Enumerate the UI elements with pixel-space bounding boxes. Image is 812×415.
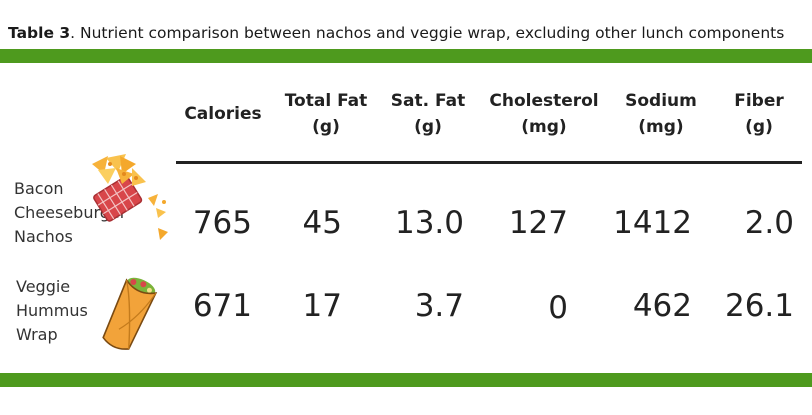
col-header-calories-line1: Calories xyxy=(184,104,262,124)
wrap-icon xyxy=(102,277,158,350)
col-header-total-fat: Total Fat (g) xyxy=(280,88,372,140)
wrap-sat-fat: 3.7 xyxy=(414,288,464,324)
col-header-cholesterol-line1: Cholesterol xyxy=(489,91,599,111)
wrap-calories: 671 xyxy=(192,288,252,324)
nachos-total-fat: 45 xyxy=(302,205,342,241)
nachos-sat-fat: 13.0 xyxy=(394,205,464,241)
col-header-fiber-line1: Fiber xyxy=(734,91,784,111)
col-header-sodium: Sodium (mg) xyxy=(616,88,706,140)
col-header-calories: Calories xyxy=(180,101,266,127)
caption-label: Table 3 xyxy=(8,24,71,42)
table-caption: Table 3. Nutrient comparison between nac… xyxy=(8,24,784,42)
nachos-sodium: 1412 xyxy=(613,205,692,241)
bottom-accent-bar xyxy=(0,373,812,387)
top-accent-bar xyxy=(0,49,812,63)
row-label-nachos-line2: Cheeseburger xyxy=(14,203,127,222)
row-label-wrap-line2: Hummus xyxy=(16,301,88,320)
nachos-fiber: 2.0 xyxy=(744,205,794,241)
col-header-fiber-line2: (g) xyxy=(745,117,773,137)
wrap-fiber: 26.1 xyxy=(724,288,794,324)
col-header-cholesterol: Cholesterol (mg) xyxy=(484,88,604,140)
col-header-sat-fat-line1: Sat. Fat xyxy=(390,91,466,111)
col-header-sat-fat-line2: (g) xyxy=(414,117,442,137)
col-header-fiber: Fiber (g) xyxy=(726,88,792,140)
row-label-nachos: Bacon Cheeseburger Nachos xyxy=(14,177,126,249)
wrap-total-fat: 17 xyxy=(302,288,342,324)
col-header-total-fat-line2: (g) xyxy=(312,117,340,137)
caption-text: . Nutrient comparison between nachos and… xyxy=(70,24,785,42)
col-header-cholesterol-line2: (mg) xyxy=(521,117,567,137)
nachos-cholesterol: 127 xyxy=(508,205,568,241)
row-label-nachos-line3: Nachos xyxy=(14,227,73,246)
wrap-cholesterol: 0 xyxy=(548,290,568,326)
row-label-wrap-line1: Veggie xyxy=(16,277,71,296)
nachos-calories: 765 xyxy=(192,205,252,241)
col-header-sat-fat: Sat. Fat (g) xyxy=(388,88,468,140)
row-label-wrap: Veggie Hummus Wrap xyxy=(16,275,88,347)
col-header-sodium-line2: (mg) xyxy=(638,117,684,137)
col-header-total-fat-line1: Total Fat xyxy=(284,91,368,111)
row-label-nachos-line1: Bacon xyxy=(14,179,64,198)
wrap-sodium: 462 xyxy=(632,288,692,324)
header-rule xyxy=(176,161,802,164)
row-label-wrap-line3: Wrap xyxy=(16,325,58,344)
col-header-sodium-line1: Sodium xyxy=(625,91,697,111)
nachos-icon xyxy=(92,154,168,240)
